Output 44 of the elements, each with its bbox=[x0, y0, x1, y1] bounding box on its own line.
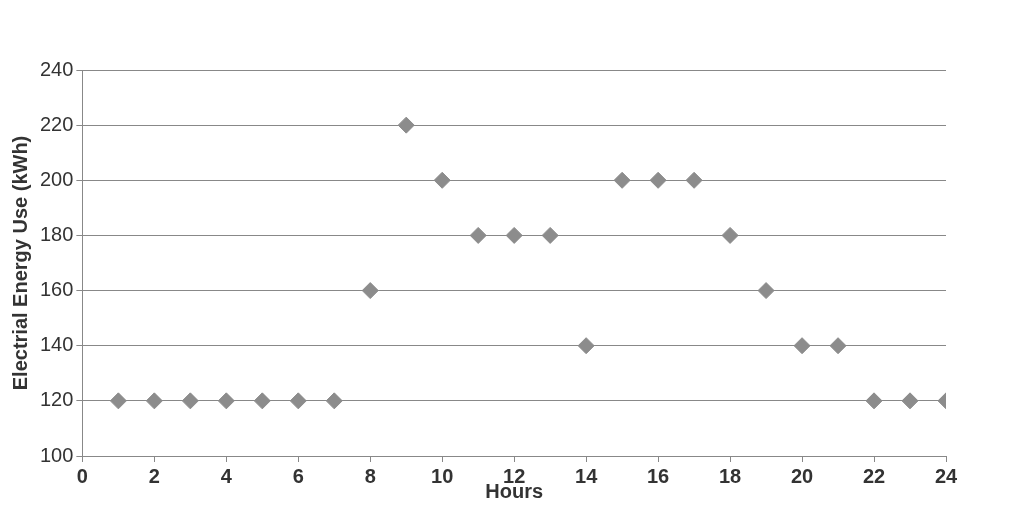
x-tick-label: 0 bbox=[76, 464, 88, 487]
y-tick-label: 180 bbox=[39, 222, 74, 245]
point bbox=[109, 392, 127, 410]
x-tick-label: 22 bbox=[862, 464, 886, 487]
point bbox=[433, 171, 451, 189]
x-tick-label: 16 bbox=[647, 464, 670, 487]
point bbox=[145, 392, 163, 410]
x-tick-label: 18 bbox=[718, 464, 742, 487]
x-tick-label: 4 bbox=[220, 464, 233, 487]
point bbox=[793, 337, 811, 355]
y-tick-label: 160 bbox=[39, 278, 74, 301]
point bbox=[613, 171, 631, 189]
point bbox=[757, 282, 775, 300]
point bbox=[289, 392, 307, 410]
y-tick-label: 140 bbox=[39, 333, 74, 356]
point bbox=[829, 337, 847, 355]
point bbox=[649, 171, 667, 189]
x-tick-label: 14 bbox=[575, 464, 599, 487]
point bbox=[253, 392, 271, 410]
point bbox=[469, 226, 487, 244]
point bbox=[541, 226, 559, 244]
point bbox=[721, 226, 739, 244]
point bbox=[397, 116, 415, 134]
y-tick-label: 240 bbox=[39, 57, 74, 80]
point bbox=[685, 171, 703, 189]
x-tick-label: 8 bbox=[364, 464, 376, 487]
point bbox=[901, 392, 919, 410]
y-axis-title: Electrial Energy Use (kWh) bbox=[8, 135, 31, 391]
y-tick-label: 120 bbox=[39, 388, 74, 411]
y-tick-label: 200 bbox=[39, 167, 74, 190]
y-tick-label: 220 bbox=[39, 112, 74, 135]
point bbox=[217, 392, 235, 410]
x-tick-label: 10 bbox=[431, 464, 454, 487]
x-tick-label: 2 bbox=[148, 464, 160, 487]
point bbox=[325, 392, 343, 410]
x-tick-label: 6 bbox=[292, 464, 304, 487]
x-tick-label: 20 bbox=[790, 464, 814, 487]
point bbox=[505, 226, 523, 244]
point bbox=[181, 392, 199, 410]
point bbox=[577, 337, 595, 355]
point bbox=[865, 392, 883, 410]
x-tick-label: 24 bbox=[934, 464, 958, 487]
y-tick-label: 100 bbox=[39, 443, 74, 466]
point bbox=[361, 282, 379, 300]
